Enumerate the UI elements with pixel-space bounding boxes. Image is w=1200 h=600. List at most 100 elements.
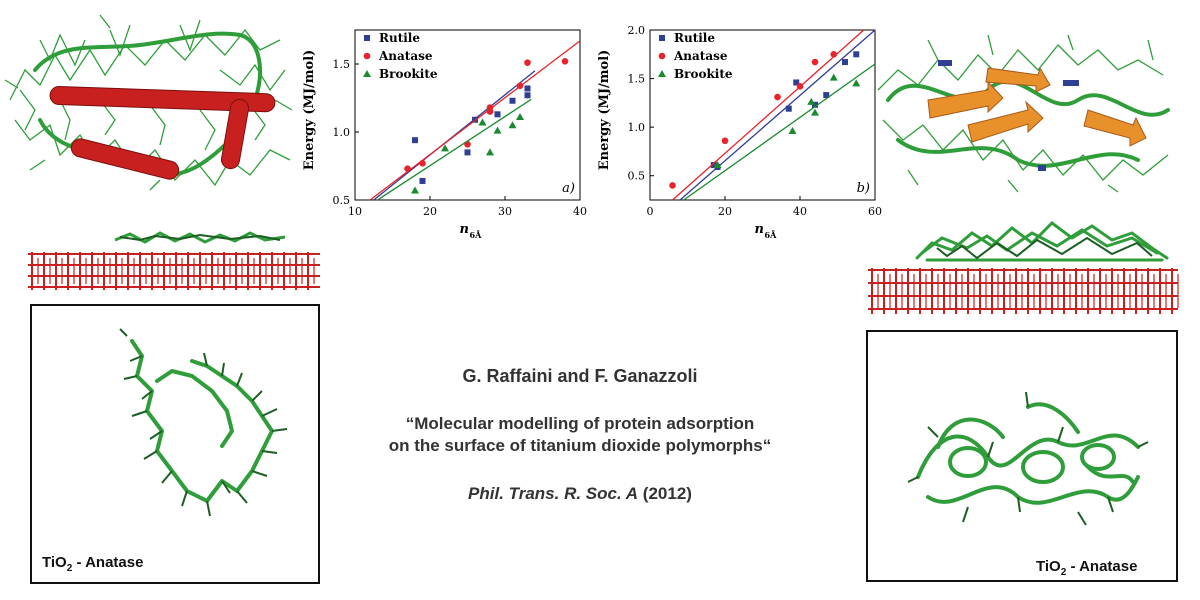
y-axis-label: Energy (MJ/mol)	[597, 50, 612, 171]
tio2-slab-right	[868, 268, 1179, 314]
legend-label-anatase: Anatase	[673, 49, 728, 63]
data-point-brookite	[478, 118, 487, 126]
data-point-anatase	[669, 182, 676, 189]
y-tick-label: 0.5	[628, 170, 646, 183]
data-point-anatase	[721, 137, 729, 145]
label-main: TiO	[1036, 558, 1061, 575]
data-point-brookite	[516, 113, 524, 121]
fit-line-brookite	[683, 63, 876, 201]
data-point-rutile	[464, 149, 471, 156]
right-anatase-panel: TiO2 - Anatase	[866, 330, 1178, 582]
paper-title-line2: on the surface of titanium dioxide polym…	[388, 436, 772, 455]
y-axis-label: Energy (MJ/mol)	[302, 50, 317, 171]
data-point-anatase	[811, 58, 819, 66]
data-point-rutile	[842, 59, 848, 66]
data-point-rutile	[494, 111, 501, 118]
label-suffix: - Anatase	[1066, 558, 1138, 575]
data-point-rutile	[853, 51, 860, 58]
data-point-brookite	[713, 161, 722, 169]
panel-label: a)	[562, 181, 575, 196]
x-axis-label-subscript: 6Å	[470, 230, 483, 240]
data-point-brookite	[493, 126, 502, 134]
adsorbed-protein-side-view-right	[915, 221, 1169, 262]
alpha-helix-cylinders	[49, 85, 276, 180]
y-tick-label: 2.0	[628, 24, 646, 37]
data-point-brookite	[486, 148, 494, 156]
y-tick-label: 1.5	[628, 73, 646, 86]
x-tick-label: 40	[573, 205, 587, 218]
helical-protein-illustration	[4, 14, 293, 191]
data-point-anatase	[561, 57, 569, 65]
journal-year: (2012)	[638, 484, 692, 503]
data-point-anatase	[516, 82, 524, 90]
x-axis-label: n	[460, 222, 469, 237]
plot-frame	[354, 29, 581, 201]
legend-marker-rutile	[364, 35, 370, 41]
x-tick-label: 30	[498, 205, 512, 218]
legend-marker-brookite	[658, 70, 666, 77]
label-subscript: 2	[66, 563, 73, 574]
plot-frame	[649, 29, 876, 201]
data-point-brookite	[441, 144, 449, 152]
data-point-anatase	[419, 159, 426, 167]
data-point-rutile	[524, 92, 531, 99]
data-point-brookite	[788, 127, 797, 135]
paper-title-line1: “Molecular modelling of protein adsorpti…	[405, 414, 755, 433]
beta-sheet-protein-illustration	[877, 34, 1170, 193]
x-axis-label-subscript: 6Å	[765, 230, 778, 240]
data-point-anatase	[524, 59, 531, 66]
data-point-anatase	[486, 104, 494, 111]
data-point-anatase	[796, 83, 804, 90]
chart-a: 10 20 30 40 0.5 1.0 1.5 Energy (MJ/mol) n 6Å a) Rut…	[302, 29, 587, 240]
x-tick-label: 0	[647, 205, 654, 218]
data-point-anatase	[404, 165, 411, 173]
x-axis-label: n	[755, 222, 764, 237]
beta-strand-arrows	[927, 66, 1147, 147]
x-tick-label: 60	[868, 205, 882, 218]
data-point-brookite	[411, 186, 419, 194]
data-point-anatase	[774, 93, 781, 101]
x-tick-label: 20	[718, 205, 732, 218]
y-tick-label: 1.0	[333, 126, 351, 139]
data-point-rutile	[419, 177, 426, 184]
data-point-rutile	[524, 85, 531, 92]
y-tick-label: 1.5	[333, 58, 351, 71]
left-box-label: TiO2 - Anatase	[42, 554, 143, 574]
y-tick-label: 1.0	[628, 121, 646, 134]
x-tick-label: 20	[423, 205, 437, 218]
x-tick-label: 40	[793, 205, 807, 218]
data-point-brookite	[807, 97, 816, 105]
panel-label: b)	[857, 181, 870, 196]
legend-label-rutile: Rutile	[674, 31, 715, 45]
data-point-rutile	[823, 92, 830, 99]
protein-top-view-left	[119, 328, 288, 517]
legend-label-brookite: Brookite	[674, 67, 733, 81]
label-subscript: 2	[1060, 567, 1067, 578]
label-main: TiO	[42, 554, 67, 571]
x-tick-label: 10	[348, 205, 362, 218]
fit-line-brookite	[377, 98, 532, 201]
fit-line-anatase	[672, 29, 865, 201]
protein-top-view-right	[907, 391, 1149, 526]
data-point-rutile	[710, 162, 717, 169]
right-box-label: TiO2 - Anatase	[1036, 558, 1137, 578]
legend-marker-brookite	[363, 70, 371, 77]
legend-label-rutile: Rutile	[379, 31, 420, 45]
authors: G. Raffaini and F. Ganazzoli	[462, 366, 698, 386]
data-point-brookite	[811, 108, 819, 116]
data-point-brookite	[829, 73, 838, 81]
legend-label-anatase: Anatase	[378, 49, 433, 63]
data-point-anatase	[830, 50, 838, 58]
chart-b: 0 20 40 60 0.5 1.0 1.5 2.0 Energy (MJ/mol) n 6Å b) R…	[597, 24, 882, 240]
adsorbed-protein-side-view	[114, 231, 286, 244]
legend-marker-anatase	[658, 52, 666, 60]
data-point-brookite	[508, 121, 517, 129]
legend-marker-anatase	[363, 52, 371, 60]
legend-marker-rutile	[659, 35, 665, 41]
data-point-brookite	[852, 79, 861, 87]
journal-reference: Phil. Trans. R. Soc. A (2012)	[350, 484, 810, 504]
y-tick-label: 0.5	[333, 194, 351, 207]
data-point-rutile	[509, 97, 516, 104]
journal-name: Phil. Trans. R. Soc. A	[468, 484, 639, 503]
legend-label-brookite: Brookite	[379, 67, 438, 81]
